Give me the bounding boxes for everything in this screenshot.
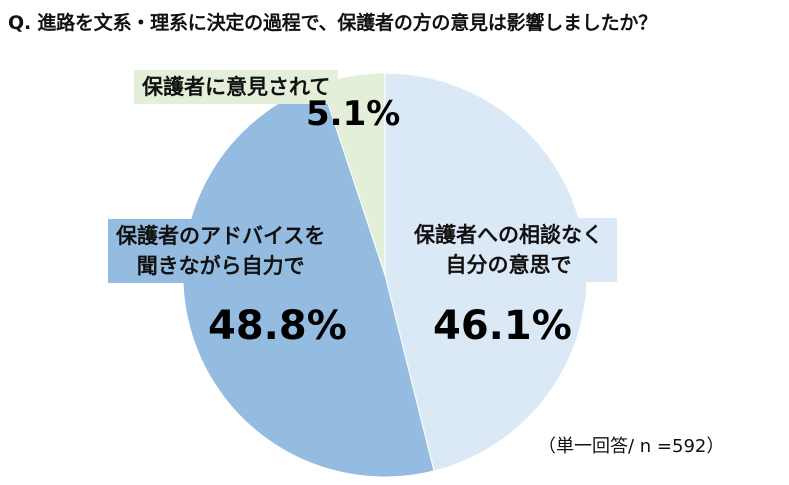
slice-label-advised: 保護者に意見されて: [134, 70, 339, 104]
slice-label-advised-line1: 保護者に意見されて: [142, 75, 331, 99]
slice-label-with-advice-line2: 聞きながら自力で: [136, 254, 305, 278]
slice-label-own-will-line1: 保護者への相談なく: [414, 223, 603, 247]
slice-label-own-will: 保護者への相談なく 自分の意思で: [400, 218, 617, 282]
slice-value-with-advice: 48.8%: [208, 303, 347, 349]
footnote: （単一回答/ n =592）: [538, 436, 725, 457]
slice-label-with-advice: 保護者のアドバイスを 聞きながら自力で: [108, 219, 334, 283]
slice-value-own-will: 46.1%: [433, 303, 572, 349]
slice-value-advised: 5.1%: [306, 94, 401, 134]
page-title: Q. 進路を文系・理系に決定の過程で、保護者の方の意見は影響しましたか？: [8, 12, 658, 34]
slice-label-own-will-line2: 自分の意思で: [445, 253, 572, 277]
slice-label-with-advice-line1: 保護者のアドバイスを: [116, 224, 326, 248]
